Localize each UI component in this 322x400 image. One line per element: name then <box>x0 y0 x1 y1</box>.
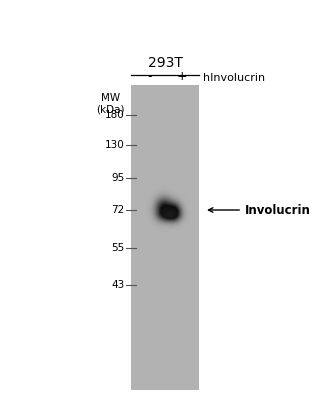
Text: +: + <box>177 70 188 83</box>
Text: 43: 43 <box>111 280 124 290</box>
Text: hInvolucrin: hInvolucrin <box>203 73 265 83</box>
Text: 95: 95 <box>111 173 124 183</box>
Text: 130: 130 <box>105 140 124 150</box>
Text: MW
(kDa): MW (kDa) <box>96 93 124 115</box>
Text: 72: 72 <box>111 205 124 215</box>
Text: Involucrin: Involucrin <box>245 204 311 216</box>
Bar <box>131 85 199 390</box>
Text: 293T: 293T <box>148 56 183 70</box>
Text: 55: 55 <box>111 243 124 253</box>
Text: -: - <box>148 70 152 83</box>
Text: 180: 180 <box>105 110 124 120</box>
